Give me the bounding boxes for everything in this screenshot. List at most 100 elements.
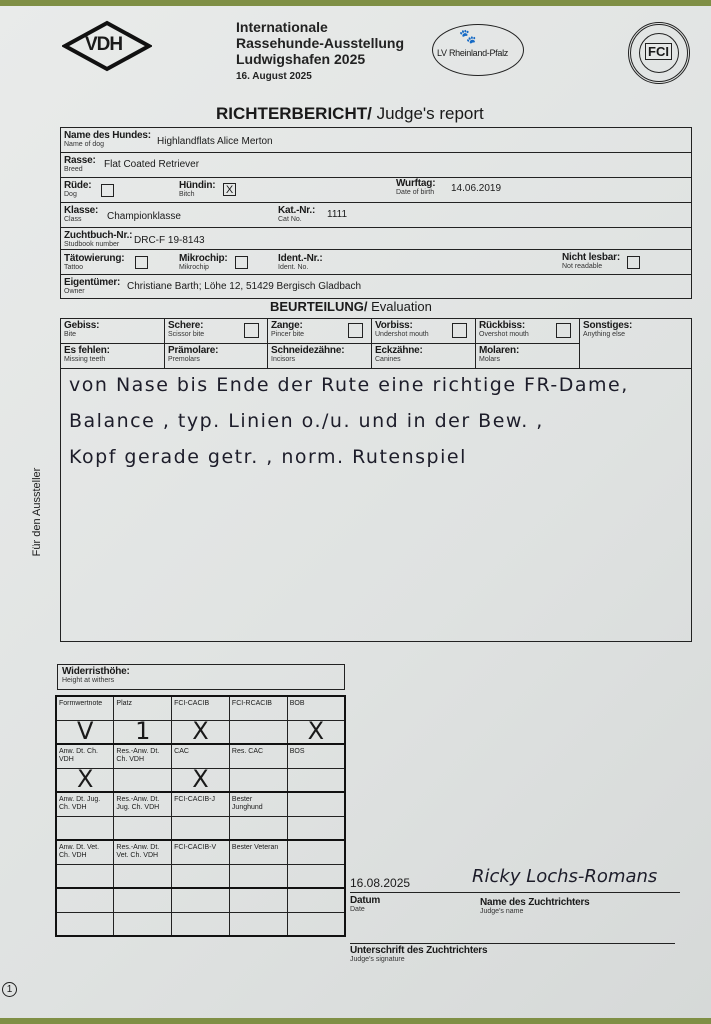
results-empty-row bbox=[55, 887, 346, 913]
evaluation-cell: Es fehlen: Missing teeth bbox=[61, 344, 165, 369]
award-label: Anw. Dt. Vet. Ch. VDH bbox=[55, 839, 115, 865]
evaluation-cell: Gebiss: Bite bbox=[61, 319, 165, 344]
award-mark[interactable]: 1 bbox=[113, 719, 173, 745]
evaluation-line: Kopf gerade getr. , norm. Rutenspiel bbox=[69, 446, 467, 468]
award-label: Anw. Dt. Ch. VDH bbox=[55, 743, 115, 769]
empty-cell[interactable] bbox=[55, 887, 115, 913]
award-mark[interactable] bbox=[113, 815, 173, 841]
evaluation-title: BEURTEILUNG/ Evaluation bbox=[270, 299, 432, 314]
date-name-line bbox=[350, 892, 680, 893]
award-label: Bester Junghund bbox=[228, 791, 288, 817]
award-mark[interactable] bbox=[171, 815, 230, 841]
award-label: Formwertnote bbox=[55, 695, 115, 721]
award-mark[interactable] bbox=[286, 863, 346, 889]
award-label bbox=[286, 839, 346, 865]
award-mark[interactable]: X bbox=[171, 767, 230, 793]
award-label: FCI-CACIB-V bbox=[171, 839, 230, 865]
bite-checkbox[interactable] bbox=[452, 323, 467, 338]
dog-name-value: Highlandflats Alice Merton bbox=[157, 136, 273, 147]
paw-icon: 🐾 bbox=[459, 28, 477, 44]
award-label: Bester Veteran bbox=[228, 839, 288, 865]
row-breed: Rasse: Breed Flat Coated Retriever bbox=[61, 153, 691, 178]
award-mark[interactable] bbox=[228, 767, 288, 793]
empty-cell[interactable] bbox=[228, 911, 288, 937]
award-label bbox=[286, 791, 346, 817]
award-mark[interactable] bbox=[228, 815, 288, 841]
withers-field: Widerristhöhe: Height at withers bbox=[57, 664, 345, 690]
signature-line bbox=[350, 943, 675, 944]
award-mark[interactable] bbox=[113, 767, 173, 793]
row-identification: Tätowierung: Tattoo Mikrochip: Mikrochip I… bbox=[61, 250, 691, 275]
award-mark[interactable] bbox=[113, 863, 173, 889]
award-label: Res.-Anw. Dt. Jug. Ch. VDH bbox=[113, 791, 173, 817]
award-mark[interactable]: X bbox=[171, 719, 230, 745]
cat-no-value: 1111 bbox=[327, 209, 348, 220]
results-label-row: Anw. Dt. Vet. Ch. VDH Res.-Anw. Dt. Vet. … bbox=[55, 839, 346, 865]
award-label: FCI-CACIB-J bbox=[171, 791, 230, 817]
award-mark[interactable]: X bbox=[55, 767, 115, 793]
fci-logo: FCI bbox=[628, 22, 690, 84]
bite-checkbox[interactable] bbox=[348, 323, 363, 338]
award-mark[interactable]: X bbox=[286, 719, 346, 745]
evaluation-cell: Schere: Scissor bite bbox=[165, 319, 268, 344]
lv-rheinland-pfalz-logo: 🐾 LV Rheinland-Pfalz bbox=[432, 24, 524, 76]
evaluation-box: Gebiss: Bite Schere: Scissor bite Zange: Pinc… bbox=[60, 318, 692, 642]
empty-cell[interactable] bbox=[113, 911, 173, 937]
bite-checkbox[interactable] bbox=[244, 323, 259, 338]
dob-value: 14.06.2019 bbox=[451, 183, 502, 194]
award-label: Anw. Dt. Jug. Ch. VDH bbox=[55, 791, 115, 817]
evaluation-cell: Schneidezähne: Incisors bbox=[268, 344, 372, 369]
male-checkbox[interactable] bbox=[101, 184, 114, 197]
evaluation-cell: Rückbiss: Overshot mouth bbox=[476, 319, 580, 344]
row-name: Name des Hundes: Name of dog Highlandflat… bbox=[61, 128, 691, 153]
judge-name-handwritten: Ricky Lochs-Romans bbox=[472, 866, 658, 887]
award-label: BOB bbox=[286, 695, 346, 721]
bite-checkbox[interactable] bbox=[556, 323, 571, 338]
evaluation-cell: Prämolare: Premolars bbox=[165, 344, 268, 369]
class-value: Championklasse bbox=[107, 211, 181, 222]
results-empty-row bbox=[55, 911, 346, 937]
award-label: BOS bbox=[286, 743, 346, 769]
row-owner: Eigentümer: Owner Christiane Barth; Löhe … bbox=[64, 277, 362, 296]
empty-cell[interactable] bbox=[55, 911, 115, 937]
evaluation-cell: Vorbiss: Undershot mouth bbox=[372, 319, 476, 344]
award-label: Res.-Anw. Dt. Vet. Ch. VDH bbox=[113, 839, 173, 865]
judges-report-sheet: VDH Internationale Rassehunde-Ausstellun… bbox=[0, 6, 711, 1018]
not-readable-checkbox[interactable] bbox=[627, 256, 640, 269]
microchip-checkbox[interactable] bbox=[235, 256, 248, 269]
side-label: Für den Aussteller bbox=[31, 467, 43, 557]
empty-cell[interactable] bbox=[171, 887, 230, 913]
vdh-logo: VDH bbox=[60, 20, 154, 72]
evaluation-cell: Molaren: Molars bbox=[476, 344, 580, 369]
female-checkbox[interactable]: X bbox=[223, 183, 236, 196]
studbook-value: DRC-F 19-8143 bbox=[134, 235, 205, 246]
results-mark-row bbox=[55, 815, 346, 841]
row-sex-dob: Rüde: Dog Hündin: Bitch X Wurftag: Date of … bbox=[61, 178, 691, 203]
event-title: Internationale Rassehunde-Ausstellung Lu… bbox=[236, 19, 405, 82]
evaluation-cell: Sonstiges: Anything else bbox=[580, 319, 692, 369]
row-class: Klasse: Class Championklasse Kat.-Nr.: Cat… bbox=[61, 203, 691, 228]
award-mark[interactable]: V bbox=[55, 719, 115, 745]
row-studbook: Zuchtbuch-Nr.: Studbook number DRC-F 19-8… bbox=[61, 228, 691, 250]
tattoo-checkbox[interactable] bbox=[135, 256, 148, 269]
award-mark[interactable] bbox=[286, 815, 346, 841]
empty-cell[interactable] bbox=[286, 911, 346, 937]
award-mark[interactable] bbox=[286, 767, 346, 793]
award-mark[interactable] bbox=[171, 863, 230, 889]
award-mark[interactable] bbox=[55, 863, 115, 889]
owner-value: Christiane Barth; Löhe 12, 51429 Bergisc… bbox=[127, 281, 362, 292]
empty-cell[interactable] bbox=[286, 887, 346, 913]
award-mark[interactable] bbox=[55, 815, 115, 841]
evaluation-line: Balance , typ. Linien o./u. und in der B… bbox=[69, 410, 544, 432]
empty-cell[interactable] bbox=[228, 887, 288, 913]
award-mark[interactable] bbox=[228, 863, 288, 889]
empty-cell[interactable] bbox=[171, 911, 230, 937]
award-mark[interactable] bbox=[228, 719, 288, 745]
empty-cell[interactable] bbox=[113, 887, 173, 913]
results-mark-row bbox=[55, 863, 346, 889]
results-grid: Formwertnote Platz FCI-CACIB FCI-RCACIB BOB V… bbox=[55, 695, 346, 937]
report-title: RICHTERBERICHT/ Judge's report bbox=[216, 104, 484, 123]
date-value: 16.08.2025 bbox=[350, 876, 411, 890]
breed-value: Flat Coated Retriever bbox=[104, 159, 200, 170]
